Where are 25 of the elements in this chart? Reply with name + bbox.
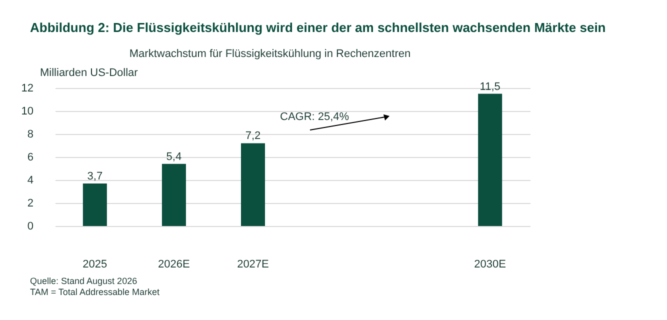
y-tick-label: 12	[21, 82, 34, 94]
source-note: Quelle: Stand August 2026	[30, 276, 138, 286]
y-tick-label: 6	[27, 152, 34, 164]
y-tick-label: 0	[27, 220, 34, 232]
y-axis-title: Milliarden US-Dollar	[40, 67, 138, 79]
chart-title: Abbildung 2: Die Flüssigkeitskühlung wird einer der am schnellsten wachsenden Märkte sein	[30, 20, 606, 35]
data-label: 5,4	[166, 150, 182, 163]
y-tick-label: 8	[27, 128, 34, 140]
y-tick-label: 4	[27, 174, 34, 186]
text: TAM = Total Addressable Market	[30, 287, 160, 297]
data-label: 3,7	[87, 170, 103, 182]
data-label: 11,5	[480, 80, 500, 93]
y-tick-label: 2	[27, 198, 34, 210]
chart-subtitle: Marktwachstum für Flüssigkeitskühlung in Rechenzentren	[129, 48, 411, 60]
bar	[82, 183, 107, 226]
x-tick-label: 2026E	[158, 258, 190, 270]
bar	[478, 94, 502, 226]
x-tick-label: 2030E	[474, 258, 506, 270]
data-label: 7,2	[245, 130, 261, 142]
y-tick-label: 10	[21, 106, 34, 118]
x-tick-label: 2027E	[237, 258, 269, 270]
bar	[162, 164, 186, 226]
annotation: CAGR: 25,4%	[280, 111, 350, 123]
x-tick-label: 2025	[82, 258, 108, 270]
bar	[240, 143, 265, 226]
